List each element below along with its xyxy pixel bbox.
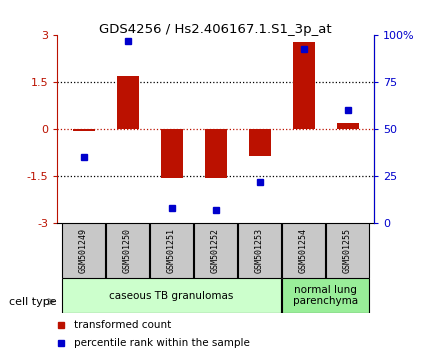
Bar: [293, 42, 315, 129]
Bar: [282, 223, 325, 278]
Bar: [326, 223, 369, 278]
Text: GSM501253: GSM501253: [255, 228, 264, 273]
Text: GSM501254: GSM501254: [299, 228, 308, 273]
Bar: [73, 129, 95, 131]
Bar: [205, 129, 227, 178]
Bar: [62, 223, 105, 278]
Text: GSM501252: GSM501252: [211, 228, 220, 273]
Bar: [194, 223, 237, 278]
Text: GSM501250: GSM501250: [123, 228, 132, 273]
Bar: [117, 76, 139, 129]
Text: normal lung
parenchyma: normal lung parenchyma: [293, 285, 358, 307]
Text: cell type: cell type: [9, 297, 56, 307]
Bar: [249, 129, 271, 156]
Text: GSM501251: GSM501251: [167, 228, 176, 273]
Bar: [62, 278, 281, 313]
Bar: [161, 129, 183, 178]
Text: GSM501255: GSM501255: [343, 228, 352, 273]
Text: GDS4256 / Hs2.406167.1.S1_3p_at: GDS4256 / Hs2.406167.1.S1_3p_at: [99, 23, 332, 36]
Bar: [106, 223, 149, 278]
Text: transformed count: transformed count: [74, 320, 171, 330]
Bar: [282, 278, 369, 313]
Bar: [238, 223, 281, 278]
Bar: [337, 123, 359, 129]
Bar: [150, 223, 193, 278]
Text: GSM501249: GSM501249: [79, 228, 88, 273]
Text: caseous TB granulomas: caseous TB granulomas: [110, 291, 234, 301]
Text: percentile rank within the sample: percentile rank within the sample: [74, 338, 250, 348]
